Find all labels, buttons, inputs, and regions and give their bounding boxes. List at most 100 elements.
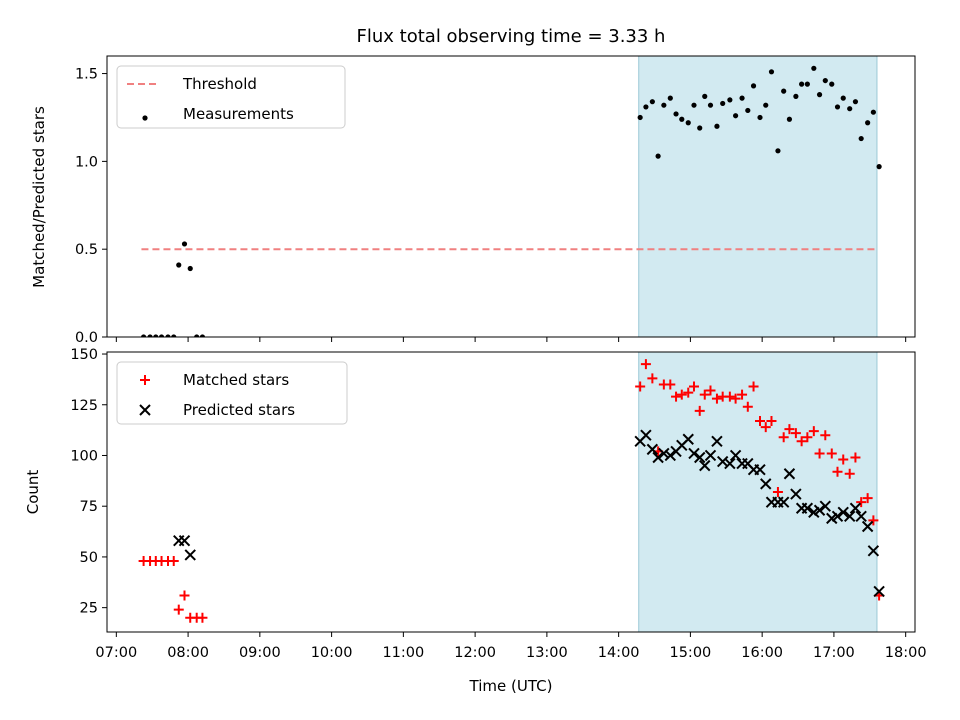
matched-star-point bbox=[676, 389, 687, 400]
measurement-point bbox=[667, 95, 673, 101]
top-plot-area bbox=[140, 56, 882, 337]
predicted-star-point bbox=[777, 496, 790, 508]
measurement-point bbox=[702, 93, 708, 99]
matched-star-point bbox=[737, 389, 748, 400]
measurement-point bbox=[194, 334, 200, 337]
predicted-star-point bbox=[867, 545, 880, 557]
x-tick-label: 16:00 bbox=[741, 645, 783, 661]
measurement-point bbox=[799, 81, 805, 87]
measurement-point bbox=[763, 102, 769, 108]
predicted-star-point bbox=[813, 504, 826, 516]
matched-star-point bbox=[862, 493, 873, 504]
predicted-star-point bbox=[729, 449, 742, 462]
bottom-series-0 bbox=[138, 359, 885, 623]
measurement-point bbox=[858, 135, 864, 142]
bottom-legend-box bbox=[116, 361, 348, 425]
measurement-point bbox=[720, 100, 726, 107]
predicted-star-point bbox=[790, 488, 802, 500]
x-tick-label: 10:00 bbox=[311, 645, 353, 661]
matched-star-point bbox=[826, 448, 837, 459]
measurement-point bbox=[786, 116, 793, 122]
measurement-point bbox=[187, 265, 193, 272]
matched-star-point bbox=[844, 468, 855, 479]
measurement-point bbox=[661, 102, 667, 108]
matched-star-point bbox=[766, 415, 777, 426]
matched-star-point bbox=[168, 555, 179, 566]
matched-star-point bbox=[748, 381, 759, 392]
predicted-star-point bbox=[716, 455, 729, 468]
bottom-axes-frame bbox=[106, 351, 916, 633]
matched-star-point bbox=[838, 454, 849, 465]
x-tick-label: 14:00 bbox=[598, 645, 640, 661]
matched-star-point bbox=[730, 393, 741, 404]
x-tick-label: 09:00 bbox=[239, 645, 281, 661]
measurement-point bbox=[750, 83, 757, 89]
measurement-point bbox=[685, 120, 691, 126]
matched-star-point bbox=[197, 612, 208, 623]
matched-star-point bbox=[802, 432, 813, 443]
predicted-star-point bbox=[682, 433, 694, 445]
x-tick-label: 15:00 bbox=[669, 645, 711, 661]
x-tick-label: 17:00 bbox=[813, 645, 855, 661]
bottom-y-tick-label: 125 bbox=[70, 398, 98, 414]
matched-star-point bbox=[699, 389, 710, 400]
measurement-point bbox=[847, 106, 853, 112]
predicted-star-point bbox=[801, 502, 814, 514]
predicted-star-point bbox=[184, 549, 196, 561]
measurement-point bbox=[140, 334, 147, 337]
matched-star-point bbox=[755, 415, 766, 426]
matched-star-point bbox=[760, 422, 771, 433]
legend-label: Threshold bbox=[182, 75, 257, 93]
measurement-point bbox=[673, 111, 679, 117]
measurement-point bbox=[153, 334, 159, 337]
predicted-star-point bbox=[178, 534, 191, 547]
measurement-point bbox=[834, 104, 841, 110]
top-y-tick-label: 1.5 bbox=[75, 67, 98, 83]
matched-star-point bbox=[724, 391, 735, 402]
top-legend: Threshold Measurements bbox=[116, 65, 346, 129]
measurement-point bbox=[649, 99, 655, 105]
matched-star-point bbox=[179, 590, 190, 601]
predicted-star-point bbox=[699, 459, 711, 472]
predicted-star-point bbox=[783, 468, 796, 480]
predicted-star-point bbox=[754, 463, 766, 476]
x-axis-label: Time (UTC) bbox=[469, 677, 553, 695]
predicted-star-point bbox=[873, 585, 885, 598]
legend-label: Matched stars bbox=[183, 371, 289, 389]
bottom-y-tick-label: 50 bbox=[80, 550, 98, 566]
matched-star-point bbox=[772, 487, 783, 497]
measurement-point bbox=[822, 77, 828, 84]
legend-label: Measurements bbox=[183, 105, 294, 123]
bottom-y-tick-label: 150 bbox=[70, 347, 98, 363]
predicted-star-point bbox=[819, 500, 832, 512]
matched-star-point bbox=[742, 401, 753, 412]
matched-star-point bbox=[868, 515, 879, 526]
measurement-point bbox=[691, 102, 697, 108]
predicted-star-point bbox=[688, 447, 700, 460]
matched-star-point bbox=[705, 385, 716, 396]
measurement-point bbox=[768, 69, 775, 75]
predicted-star-point bbox=[694, 451, 706, 464]
predicted-star-point bbox=[861, 520, 874, 533]
matched-star-point bbox=[790, 428, 801, 439]
top-series-0 bbox=[140, 65, 882, 337]
predicted-star-point bbox=[843, 510, 856, 523]
predicted-star-point bbox=[855, 510, 867, 523]
measurement-point bbox=[714, 123, 720, 129]
bottom-panel: 25 50 75 100 125 150 07:00 08:00 09:00 10:00 11:00… bbox=[70, 347, 926, 661]
measurement-point bbox=[637, 114, 643, 121]
matched-star-point bbox=[784, 424, 795, 435]
predicted-star-point bbox=[652, 451, 664, 464]
measurement-point bbox=[199, 334, 206, 337]
measurement-point bbox=[707, 102, 714, 108]
measurement-point bbox=[165, 334, 171, 337]
legend-label: Predicted stars bbox=[183, 401, 295, 419]
measurement-point bbox=[865, 120, 871, 126]
x-tick-label: 07:00 bbox=[95, 645, 137, 661]
matched-star-point bbox=[814, 448, 825, 459]
measurement-point bbox=[655, 153, 661, 159]
top-axes-frame bbox=[106, 55, 916, 338]
bottom-y-tick-label: 25 bbox=[80, 601, 98, 617]
measurement-point bbox=[679, 116, 685, 122]
